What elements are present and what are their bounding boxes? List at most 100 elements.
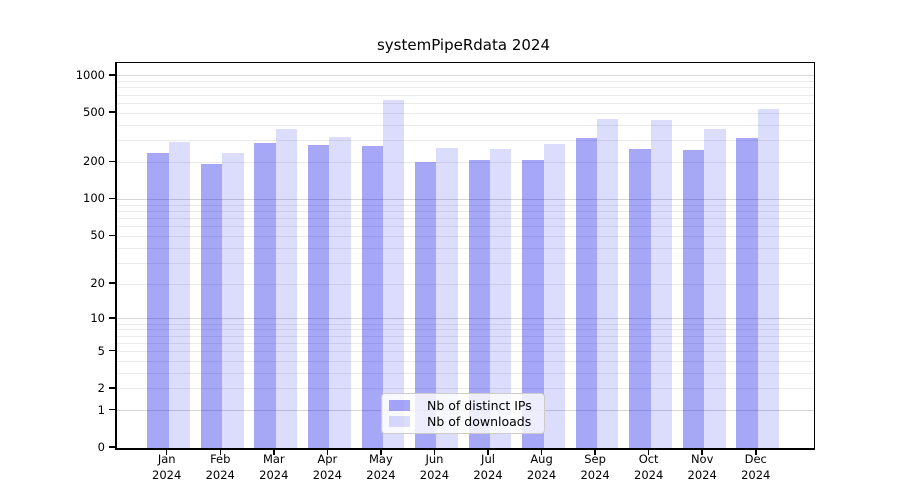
bar-downloads-oct — [650, 120, 673, 448]
bar-distinct-ips-oct — [629, 149, 651, 448]
y-axis-tick-label-50: 50 — [90, 228, 105, 243]
x-axis-tick-mar — [273, 449, 275, 455]
y-axis-tick-label-20: 20 — [90, 276, 105, 291]
gridline-y-10 — [117, 318, 814, 320]
y-axis-tick-200 — [109, 160, 115, 163]
x-axis-tick-aug — [540, 449, 543, 455]
gridline-y-300 — [117, 140, 814, 142]
x-axis-tick-label-mar: Mar 2024 — [259, 452, 289, 482]
gridline-y-400 — [117, 124, 814, 126]
y-axis-tick-label-0: 0 — [97, 440, 105, 454]
gridline-y-70 — [117, 217, 814, 219]
gridline-y-8 — [117, 329, 814, 331]
x-axis-tick-jun — [433, 449, 436, 455]
y-axis-tick-label-2: 2 — [97, 380, 105, 395]
y-axis-tick-label-100: 100 — [83, 191, 105, 206]
gridline-y-800 — [117, 87, 814, 89]
y-axis-tick-label-500: 500 — [83, 105, 105, 120]
y-axis-tick-label-5: 5 — [97, 343, 105, 358]
x-axis-tick-label-aug: Aug 2024 — [526, 452, 557, 482]
gridline-y-5 — [117, 351, 814, 352]
bar-downloads-mar — [275, 128, 298, 448]
gridline-y-2 — [117, 388, 814, 390]
x-axis-tick-label-oct: Oct 2024 — [634, 452, 664, 482]
gridline-y-20 — [117, 283, 814, 285]
gridline-y-40 — [117, 247, 814, 249]
bar-distinct-ips-dec — [736, 138, 758, 448]
x-axis-tick-label-dec: Dec 2024 — [741, 452, 771, 482]
x-axis-tick-jul — [487, 449, 489, 455]
gridline-y-200 — [117, 161, 814, 163]
bar-downloads-dec — [757, 109, 780, 448]
bar-downloads-jun — [436, 148, 458, 448]
x-axis-tick-label-jul: Jul 2024 — [473, 452, 503, 482]
gridline-y-9 — [117, 323, 814, 325]
x-axis-tick-sep — [594, 449, 596, 455]
bar-distinct-ips-feb — [200, 163, 223, 448]
y-axis-tick-label-200: 200 — [83, 154, 105, 169]
legend-item-downloads: Nb of downloads — [389, 414, 536, 430]
legend: Nb of distinct IPs Nb of downloads — [381, 393, 545, 434]
bar-downloads-may — [382, 99, 405, 448]
x-axis-tick-may — [380, 449, 382, 455]
legend-swatch-downloads — [389, 416, 410, 428]
x-axis-tick-nov — [701, 449, 703, 455]
x-axis-tick-jan — [165, 449, 168, 455]
y-axis-tick-100 — [109, 197, 115, 200]
y-axis-tick-10 — [109, 317, 115, 319]
gridline-y-60 — [117, 226, 814, 228]
x-axis-tick-apr — [326, 449, 329, 455]
bar-distinct-ips-jun — [415, 162, 437, 448]
legend-label-downloads: Nb of downloads — [427, 414, 532, 430]
bar-distinct-ips-nov — [682, 150, 705, 448]
gridline-y-80 — [117, 210, 814, 212]
x-axis-tick-label-feb: Feb 2024 — [205, 452, 235, 482]
bar-downloads-aug — [543, 144, 565, 448]
y-axis-tick-1000 — [109, 74, 115, 76]
gridline-y-30 — [117, 262, 814, 264]
gridline-y-100 — [117, 198, 814, 200]
y-axis-tick-label-1000: 1000 — [75, 67, 105, 82]
gridline-y-1000 — [117, 75, 814, 77]
x-axis-tick-label-may: May 2024 — [366, 452, 396, 482]
x-axis-tick-oct — [647, 449, 650, 455]
bar-downloads-feb — [222, 152, 244, 448]
bar-downloads-jul — [490, 149, 512, 448]
x-axis-tick-label-nov: Nov 2024 — [687, 452, 717, 482]
x-axis-tick-dec — [755, 449, 757, 455]
plot-area: Nb of distinct IPs Nb of downloads — [115, 62, 815, 450]
y-axis-tick-20 — [109, 282, 115, 284]
bar-downloads-jan — [168, 141, 191, 448]
bar-distinct-ips-apr — [307, 145, 330, 448]
bar-distinct-ips-sep — [575, 138, 598, 448]
y-axis-tick-label-10: 10 — [90, 310, 105, 325]
bar-distinct-ips-may — [361, 146, 383, 448]
bar-distinct-ips-aug — [522, 159, 544, 448]
gridline-y-500 — [117, 112, 814, 114]
gridline-y-900 — [117, 81, 814, 83]
legend-swatch-distinct-ips — [389, 399, 410, 411]
y-axis-tick-1 — [109, 408, 115, 411]
bar-distinct-ips-mar — [254, 143, 276, 448]
gridline-y-6 — [117, 342, 814, 344]
legend-item-distinct-ips: Nb of distinct IPs — [389, 397, 536, 413]
gridline-y-90 — [117, 204, 814, 206]
x-axis-tick-label-sep: Sep 2024 — [580, 452, 610, 482]
legend-label-distinct-ips: Nb of distinct IPs — [427, 397, 532, 413]
bar-downloads-nov — [704, 128, 726, 448]
x-axis-tick-feb — [219, 449, 221, 455]
y-axis-tick-label-1: 1 — [97, 402, 105, 417]
bar-downloads-apr — [329, 137, 351, 448]
y-axis-tick-2 — [109, 387, 115, 389]
bar-distinct-ips-jan — [147, 152, 169, 448]
gridline-y-50 — [117, 235, 814, 237]
x-axis-tick-label-apr: Apr 2024 — [312, 452, 342, 482]
y-axis-tick-50 — [109, 234, 115, 236]
gridline-y-600 — [117, 102, 814, 104]
y-axis-tick-5 — [109, 349, 115, 352]
y-axis-tick-500 — [109, 111, 115, 113]
bar-distinct-ips-jul — [468, 159, 490, 448]
x-axis-tick-label-jun: Jun 2024 — [419, 452, 450, 482]
chart-title: systemPipeRdata 2024 — [376, 36, 550, 54]
gridline-y-7 — [117, 335, 814, 337]
